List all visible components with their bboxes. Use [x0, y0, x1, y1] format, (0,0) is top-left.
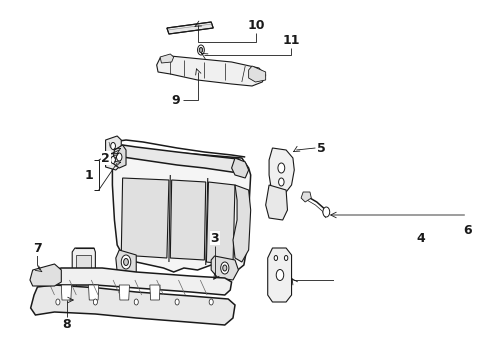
Polygon shape: [72, 248, 96, 300]
Text: 3: 3: [210, 231, 219, 244]
Polygon shape: [269, 148, 294, 194]
Circle shape: [134, 299, 138, 305]
Polygon shape: [76, 255, 91, 292]
Polygon shape: [61, 285, 72, 300]
Polygon shape: [121, 178, 169, 258]
Circle shape: [279, 178, 284, 186]
Circle shape: [121, 255, 131, 269]
Text: 4: 4: [416, 231, 425, 244]
Text: 9: 9: [172, 94, 180, 107]
Polygon shape: [119, 285, 129, 300]
Circle shape: [223, 265, 227, 271]
Circle shape: [93, 299, 98, 305]
Polygon shape: [171, 180, 206, 260]
Text: 10: 10: [247, 18, 265, 32]
Polygon shape: [89, 285, 99, 300]
Polygon shape: [157, 56, 266, 86]
Text: 8: 8: [62, 319, 71, 332]
Polygon shape: [268, 248, 292, 302]
Polygon shape: [301, 192, 311, 202]
Circle shape: [111, 157, 116, 163]
Polygon shape: [211, 256, 239, 280]
Polygon shape: [167, 22, 213, 34]
Circle shape: [197, 45, 204, 55]
Circle shape: [117, 153, 122, 161]
Polygon shape: [112, 148, 251, 275]
Circle shape: [284, 256, 288, 261]
Polygon shape: [105, 136, 121, 155]
Polygon shape: [41, 268, 232, 295]
Circle shape: [175, 299, 179, 305]
Polygon shape: [266, 185, 288, 220]
Circle shape: [276, 270, 284, 280]
Circle shape: [56, 299, 60, 305]
Polygon shape: [31, 285, 235, 325]
Circle shape: [220, 262, 229, 274]
Circle shape: [209, 299, 213, 305]
Text: 5: 5: [317, 141, 326, 154]
Polygon shape: [160, 54, 174, 63]
Polygon shape: [115, 145, 245, 173]
Polygon shape: [150, 285, 160, 300]
Text: 1: 1: [84, 168, 93, 181]
Polygon shape: [116, 250, 136, 278]
Text: 7: 7: [33, 242, 42, 255]
Circle shape: [274, 256, 278, 261]
Circle shape: [199, 48, 203, 53]
Text: 6: 6: [463, 224, 471, 237]
Circle shape: [278, 163, 285, 173]
Polygon shape: [232, 158, 248, 178]
Circle shape: [323, 207, 330, 217]
Circle shape: [111, 143, 116, 149]
Polygon shape: [248, 66, 266, 82]
Polygon shape: [206, 182, 235, 265]
Polygon shape: [30, 264, 61, 286]
Polygon shape: [112, 145, 126, 168]
Circle shape: [123, 258, 128, 266]
Polygon shape: [105, 152, 121, 170]
Polygon shape: [233, 185, 251, 262]
Text: 2: 2: [101, 152, 110, 165]
Text: 11: 11: [282, 33, 299, 46]
